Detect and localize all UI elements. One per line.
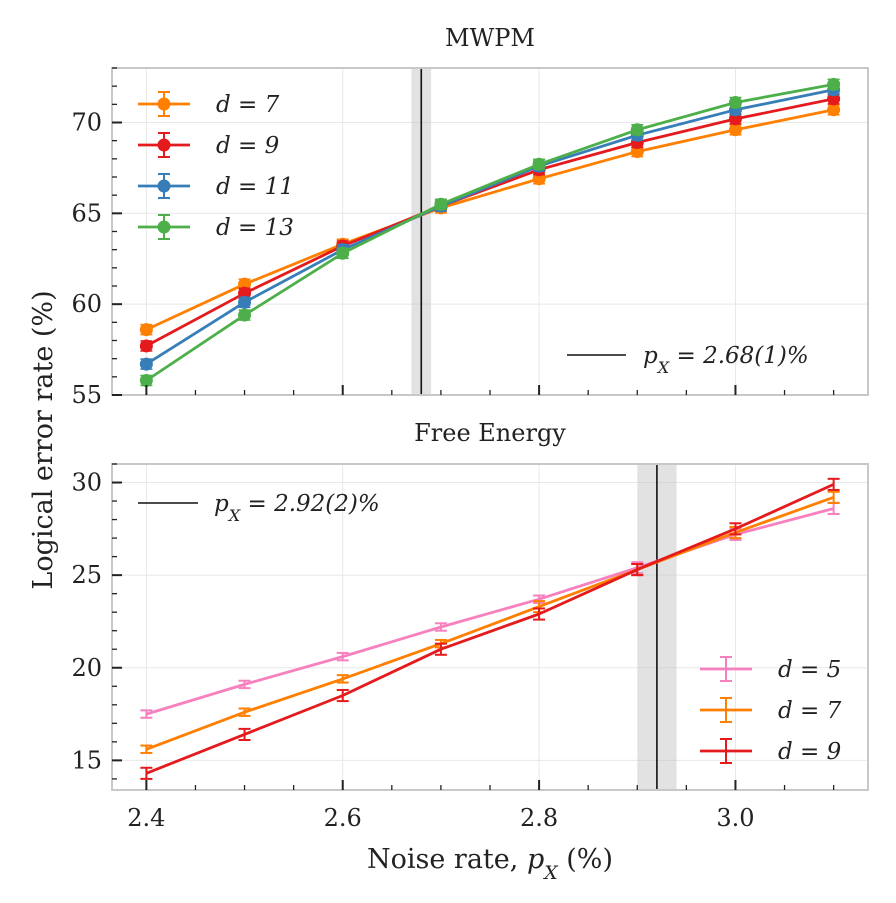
mwpm-legend-9-label: d = 9 — [216, 133, 279, 159]
mwpm-series-7-point — [532, 172, 546, 186]
mwpm-panel-title: MWPM — [445, 24, 535, 52]
mwpm-legend-7-label: d = 7 — [216, 92, 280, 118]
mwpm-series-11-point — [139, 357, 153, 371]
mwpm-series-13-point — [238, 308, 252, 322]
free-energy-legend-5-label: d = 5 — [778, 657, 841, 683]
free-energy-ytick-label: 20 — [71, 654, 102, 682]
mwpm-series-9-point — [139, 339, 153, 353]
mwpm-series-13-point — [827, 77, 841, 91]
free-energy-legend-7-label: d = 7 — [778, 698, 842, 724]
mwpm-series-7-point — [139, 323, 153, 337]
mwpm-series-9-line — [145, 97, 834, 348]
mwpm-series-7-point — [630, 145, 644, 159]
free-energy-series-7-line — [145, 495, 835, 751]
free-energy-threshold-legend-label: pX = 2.92(2)% — [214, 491, 380, 525]
mwpm-series-9-point — [728, 112, 742, 126]
mwpm-series-9-point — [827, 92, 841, 106]
mwpm-legend-13-swatch-marker — [157, 220, 171, 234]
free-energy-ytick-label: 15 — [71, 746, 102, 774]
free-energy-legend: d = 5 d = 7 d = 9 pX = 2.92(2)% — [138, 491, 842, 765]
mwpm-legend-9-swatch-marker — [157, 138, 171, 152]
mwpm-ytick-label: 65 — [71, 199, 102, 227]
mwpm-series-13-point — [630, 123, 644, 137]
mwpm-legend-11-label: d = 11 — [216, 174, 294, 200]
free-energy-xtick-label: 3.0 — [716, 804, 754, 832]
free-energy-ticks: 2.4 2.6 2.8 3.0 15 20 25 30 — [71, 463, 869, 832]
mwpm-ytick-label: 55 — [71, 381, 102, 409]
mwpm-legend: d = 7 d = 9 d = 11 d = 13 pX = 2.68(1)% — [138, 91, 809, 377]
mwpm-series-11-point — [238, 295, 252, 309]
free-energy-series-9-line — [145, 483, 835, 775]
mwpm-series-7-line — [145, 108, 834, 331]
mwpm-series-13-point — [728, 96, 742, 110]
free-energy-panel-title: Free Energy — [414, 419, 566, 447]
x-axis-label: Noise rate, pX (%) — [367, 844, 613, 884]
mwpm-series-13-point — [336, 246, 350, 260]
mwpm-threshold-band-group — [411, 68, 432, 395]
mwpm-legend-11-swatch-marker — [157, 179, 171, 193]
mwpm-series-13-point — [434, 197, 448, 211]
mwpm-series-13-point — [532, 157, 546, 171]
free-energy-xtick-label: 2.6 — [324, 804, 362, 832]
mwpm-threshold-legend-label: pX = 2.68(1)% — [643, 343, 809, 377]
free-energy-ytick-label: 25 — [71, 561, 102, 589]
mwpm-ticks: 55 60 65 70 — [71, 67, 869, 409]
free-energy-xtick-label: 2.8 — [520, 804, 558, 832]
free-energy-ytick-label: 30 — [71, 469, 102, 497]
mwpm-panel: MWPM 55 60 65 70 d = 7 d = 9 d = 11 d = 13 pX =… — [71, 24, 869, 409]
mwpm-series-13-point — [139, 373, 153, 387]
mwpm-series-7-point — [728, 123, 742, 137]
free-energy-series-group — [140, 477, 840, 780]
mwpm-series-7-point — [827, 103, 841, 117]
mwpm-legend-13-label: d = 13 — [216, 215, 294, 241]
mwpm-ytick-label: 60 — [71, 290, 102, 318]
mwpm-legend-7-swatch-marker — [157, 97, 171, 111]
mwpm-series-13-line — [145, 83, 834, 382]
mwpm-series-9-point — [238, 286, 252, 300]
mwpm-series-group — [139, 77, 841, 387]
mwpm-series-7-point — [238, 277, 252, 291]
y-axis-label: Logical error rate (%) — [28, 290, 59, 589]
free-energy-legend-9-label: d = 9 — [778, 739, 841, 765]
free-energy-threshold-band-group — [637, 464, 677, 790]
mwpm-series-11-line — [145, 88, 834, 366]
mwpm-ytick-label: 70 — [71, 109, 102, 137]
free-energy-xtick-label: 2.4 — [127, 804, 165, 832]
